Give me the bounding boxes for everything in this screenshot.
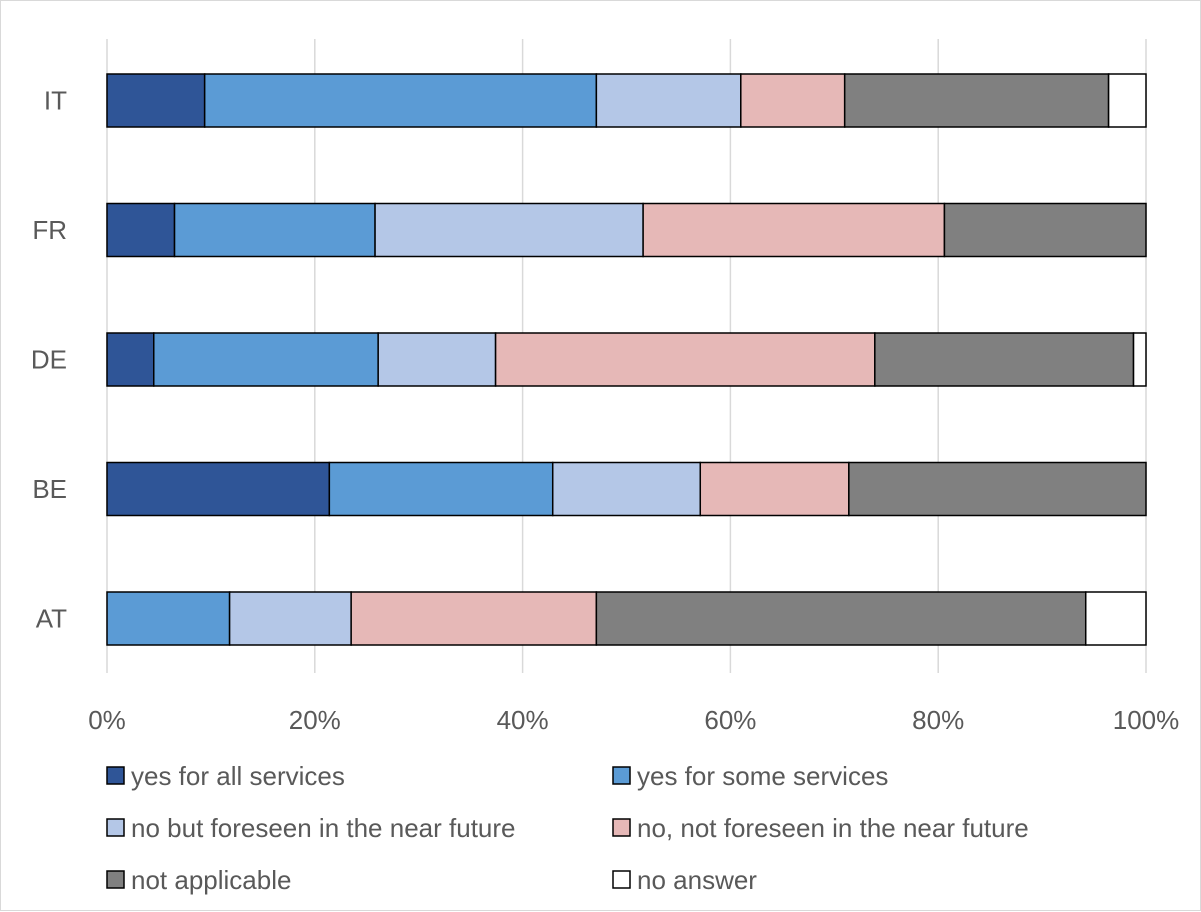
legend-swatch — [612, 870, 631, 889]
bar-segment — [494, 332, 876, 387]
category-labels: IT FR DE BE AT — [31, 86, 67, 634]
category-label: DE — [31, 345, 67, 375]
bar-segment — [106, 591, 231, 646]
x-tick-label: 80% — [912, 705, 964, 735]
bar-segment — [1084, 591, 1147, 646]
bar-segment — [106, 461, 331, 517]
x-tick-label: 40% — [497, 705, 549, 735]
legend-swatch — [106, 766, 125, 785]
bar-segment — [699, 461, 850, 517]
legend-label: no answer — [637, 865, 757, 895]
category-label: FR — [32, 215, 67, 245]
legend-swatch — [612, 766, 631, 785]
bar-segment — [595, 73, 742, 128]
legend-swatch — [106, 818, 125, 837]
bar-segment — [106, 73, 206, 128]
bar-segment — [943, 202, 1147, 258]
x-tick-label: 60% — [704, 705, 756, 735]
legend: yes for all services yes for some service… — [106, 761, 1029, 895]
bar-segment — [843, 73, 1110, 128]
bar-segment — [642, 202, 946, 258]
legend-label: yes for all services — [131, 761, 345, 791]
category-label: BE — [32, 474, 67, 504]
legend-label: no but foreseen in the near future — [131, 813, 516, 843]
bar-segment — [350, 591, 598, 646]
bar-segment — [848, 461, 1147, 517]
legend-swatch — [106, 870, 125, 889]
bar-segment — [377, 332, 497, 387]
bar-segment — [874, 332, 1135, 387]
bar-segment — [153, 332, 379, 387]
bar-segment — [106, 332, 155, 387]
x-tick-labels: 0% 20% 40% 60% 80% 100% — [88, 705, 1179, 735]
category-label: IT — [44, 86, 67, 116]
legend-label: yes for some services — [637, 761, 888, 791]
category-label: AT — [36, 604, 67, 634]
x-tick-label: 100% — [1113, 705, 1180, 735]
legend-label: no, not foreseen in the near future — [637, 813, 1029, 843]
bar-segment — [203, 73, 598, 128]
bar-segment — [374, 202, 644, 258]
bar-segment — [106, 202, 176, 258]
bars — [106, 73, 1147, 646]
bar-segment — [740, 73, 846, 128]
legend-swatch — [612, 818, 631, 837]
bar-segment — [228, 591, 352, 646]
bar-segment — [1132, 332, 1147, 387]
bar-segment — [173, 202, 376, 258]
bar-segment — [328, 461, 554, 517]
legend-label: not applicable — [131, 865, 291, 895]
x-tick-label: 0% — [88, 705, 126, 735]
bar-segment — [1107, 73, 1147, 128]
bar-segment — [551, 461, 702, 517]
bar-segment — [595, 591, 1087, 646]
x-tick-label: 20% — [289, 705, 341, 735]
